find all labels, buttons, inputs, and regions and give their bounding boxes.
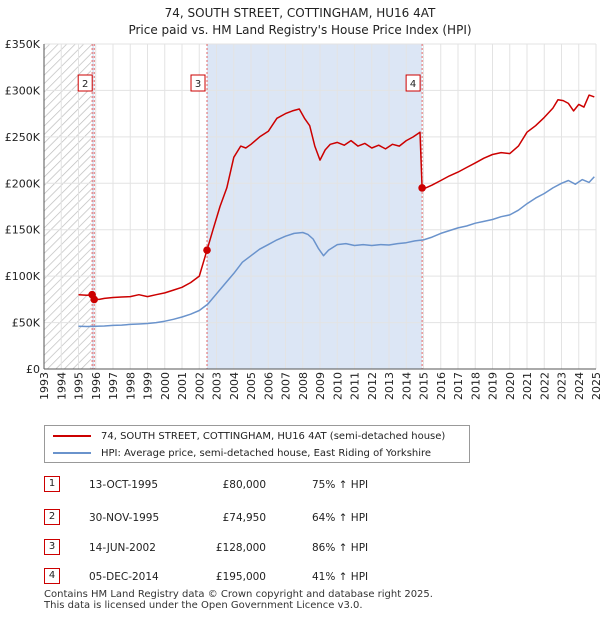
sale-marker-label: 3 <box>195 79 201 90</box>
x-tick-label: 2024 <box>573 372 586 400</box>
x-tick-label: 2006 <box>262 372 275 400</box>
hpi-line <box>78 176 595 328</box>
sale-point <box>418 184 426 192</box>
transaction-hpi-change: 75% ↑ HPI <box>312 479 369 491</box>
x-tick-label: 2013 <box>383 372 396 400</box>
transaction-price: £74,950 <box>222 512 266 524</box>
x-tick-label: 2010 <box>331 372 344 400</box>
x-tick-label: 2003 <box>211 372 224 400</box>
legend-label-hpi: HPI: Average price, semi-detached house,… <box>101 447 432 459</box>
transaction-date: 14-JUN-2002 <box>89 542 156 554</box>
legend: 74, SOUTH STREET, COTTINGHAM, HU16 4AT (… <box>44 425 470 463</box>
x-tick-label: 2008 <box>297 372 310 400</box>
x-tick-label: 1993 <box>38 372 51 400</box>
transaction-row: 4 05-DEC-2014 £195,000 41% ↑ HPI <box>44 568 444 588</box>
transaction-date: 05-DEC-2014 <box>89 571 159 583</box>
pre-purchase-hatch <box>44 44 92 369</box>
sale-marker-label: 2 <box>82 79 88 90</box>
transaction-number-badge: 3 <box>44 539 60 555</box>
x-tick-label: 2017 <box>452 372 465 400</box>
transaction-hpi-change: 86% ↑ HPI <box>312 542 369 554</box>
x-tick-label: 2012 <box>366 372 379 400</box>
transaction-row: 2 30-NOV-1995 £74,950 64% ↑ HPI <box>44 509 444 529</box>
y-tick-label: £0 <box>26 363 40 376</box>
x-tick-label: 2018 <box>469 372 482 400</box>
x-tick-label: 2025 <box>590 372 600 400</box>
footer-license: This data is licensed under the Open Gov… <box>44 600 363 611</box>
transaction-hpi-change: 41% ↑ HPI <box>312 571 369 583</box>
chart-subtitle: Price paid vs. HM Land Registry's House … <box>128 23 472 37</box>
sale-point <box>203 246 211 254</box>
transaction-date: 30-NOV-1995 <box>89 512 160 524</box>
legend-label-property: 74, SOUTH STREET, COTTINGHAM, HU16 4AT (… <box>101 430 446 442</box>
transaction-price: £128,000 <box>215 542 266 554</box>
x-tick-label: 2004 <box>228 372 241 400</box>
footer-copyright: Contains HM Land Registry data © Crown c… <box>44 589 433 600</box>
x-tick-label: 1996 <box>90 372 103 400</box>
x-tick-label: 1999 <box>142 372 155 400</box>
x-tick-label: 2001 <box>176 372 189 400</box>
legend-item-hpi: HPI: Average price, semi-detached house,… <box>53 445 431 461</box>
transaction-row: 1 13-OCT-1995 £80,000 75% ↑ HPI <box>44 476 444 496</box>
y-tick-label: £100K <box>5 270 41 283</box>
transaction-date: 13-OCT-1995 <box>89 479 158 491</box>
y-tick-label: £50K <box>12 317 41 330</box>
transaction-price: £80,000 <box>222 479 266 491</box>
ownership-band <box>207 44 423 369</box>
x-tick-label: 2021 <box>521 372 534 400</box>
x-tick-label: 2014 <box>400 372 413 400</box>
chart-title: 74, SOUTH STREET, COTTINGHAM, HU16 4AT <box>164 6 436 20</box>
x-tick-label: 2016 <box>435 372 448 400</box>
transaction-number-badge: 1 <box>44 476 60 492</box>
y-tick-label: £300K <box>5 84 41 97</box>
x-tick-label: 2015 <box>418 372 431 400</box>
footer: Contains HM Land Registry data © Crown c… <box>44 589 433 611</box>
hpi-line-swatch <box>53 452 91 454</box>
x-tick-label: 2005 <box>245 372 258 400</box>
y-tick-label: £250K <box>5 131 41 144</box>
x-tick-label: 2011 <box>349 372 362 400</box>
legend-item-property: 74, SOUTH STREET, COTTINGHAM, HU16 4AT (… <box>53 428 445 444</box>
transaction-hpi-change: 64% ↑ HPI <box>312 512 369 524</box>
x-tick-label: 2019 <box>487 372 500 400</box>
transaction-row: 3 14-JUN-2002 £128,000 86% ↑ HPI <box>44 539 444 559</box>
x-tick-label: 2022 <box>538 372 551 400</box>
x-tick-label: 2009 <box>314 372 327 400</box>
x-tick-label: 2002 <box>193 372 206 400</box>
transaction-price: £195,000 <box>215 571 266 583</box>
sale-marker-box <box>77 74 93 92</box>
sale-marker-box <box>405 74 421 92</box>
x-tick-label: 1995 <box>73 372 86 400</box>
y-tick-label: £150K <box>5 224 41 237</box>
y-tick-label: £200K <box>5 177 41 190</box>
x-tick-label: 2000 <box>159 372 172 400</box>
price-chart: 2 3 4 £0 £50K £100K £150K £200K £250K £300K £350K 1… <box>5 38 600 400</box>
x-tick-label: 2020 <box>504 372 517 400</box>
property-line-swatch <box>53 435 91 437</box>
x-tick-label: 1997 <box>107 372 120 400</box>
sale-marker-box <box>190 74 206 92</box>
x-tick-label: 2023 <box>556 372 569 400</box>
y-tick-label: £350K <box>5 38 41 51</box>
transaction-number-badge: 4 <box>44 568 60 584</box>
ownership-band <box>94 44 208 369</box>
sale-point <box>90 295 98 304</box>
x-tick-label: 1994 <box>55 372 68 400</box>
ownership-band <box>92 44 95 369</box>
x-tick-label: 1998 <box>124 372 137 400</box>
property-price-line <box>78 94 595 301</box>
x-tick-label: 2007 <box>280 372 293 400</box>
transaction-number-badge: 2 <box>44 509 60 525</box>
sale-marker-label: 4 <box>410 79 416 90</box>
